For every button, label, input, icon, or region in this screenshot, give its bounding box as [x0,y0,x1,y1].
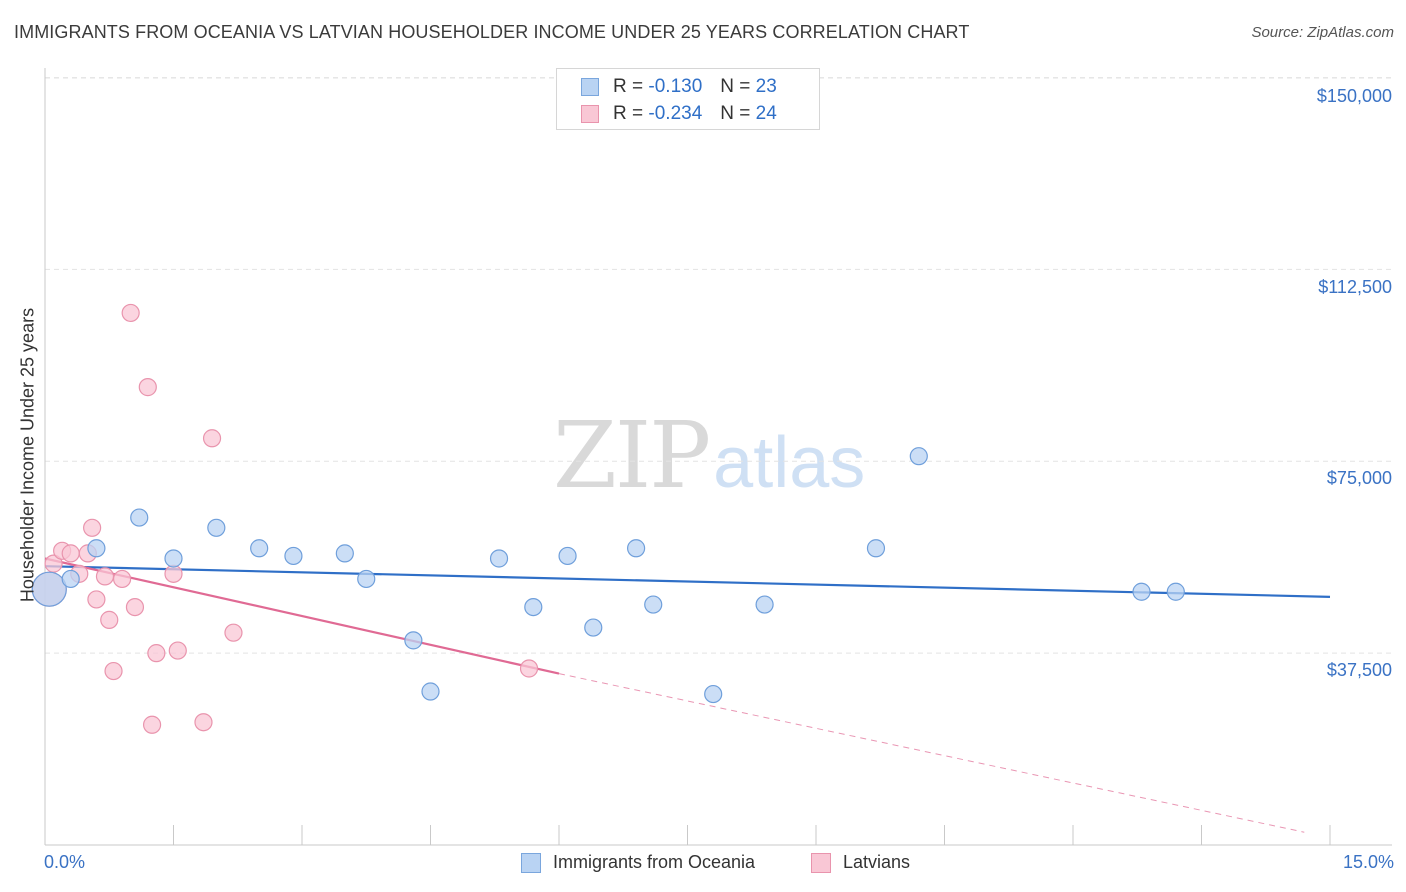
point-oceania [404,631,423,650]
point-oceania [704,684,723,704]
point-oceania [130,508,149,527]
point-oceania [584,618,603,637]
point-oceania [335,544,354,563]
point-latvians [164,564,183,583]
legend-n-label: N = [720,103,751,124]
legend-item-label: Immigrants from Oceania [553,852,756,872]
point-latvians [100,610,119,629]
y-tick-label: $112,500 [1318,277,1392,297]
legend-swatch-blue [521,852,541,873]
point-latvians [194,713,213,732]
source-label: Source: ZipAtlas.com [1251,24,1394,41]
chart-title: IMMIGRANTS FROM OCEANIA VS LATVIAN HOUSE… [14,22,970,42]
point-oceania [1166,582,1185,601]
y-tick-label: $75,000 [1326,468,1392,488]
point-latvians [202,429,222,448]
trend-line-oceania [44,565,1331,598]
watermark-zip: ZIP [553,402,711,509]
point-latvians [44,554,63,573]
watermark-atlas: atlas [713,423,866,503]
point-oceania [644,595,663,614]
legend-row-latvians: R = -0.234 N = 24 [581,102,777,126]
point-latvians [61,544,80,563]
y-tick-label: $150,000 [1316,86,1392,106]
point-oceania [207,518,226,537]
legend-r-value: -0.130 [648,76,703,97]
legend-r-label: R = [613,103,644,124]
point-latvians [104,661,123,681]
point-latvians [147,644,166,663]
trend-line-latvians-extrapolated [558,673,1305,833]
legend-swatch-pink [581,105,599,123]
legend-item-oceania: Immigrants from Oceania [521,852,755,873]
point-oceania [489,549,509,568]
y-tick-label: $37,500 [1326,660,1392,680]
legend-swatch-pink [811,852,831,873]
legend-r-label: R = [613,76,644,97]
series-legend: Immigrants from Oceania Latvians [0,852,1406,876]
point-latvians [142,715,162,734]
point-latvians [87,590,106,609]
stats-legend: R = -0.130 N = 23 R = -0.234 N = 24 [556,68,820,130]
point-latvians [121,303,140,323]
legend-n-label: N = [720,76,751,97]
point-oceania [250,539,269,558]
point-oceania [1132,582,1151,601]
point-oceania [284,546,303,566]
y-axis-label: Householder Income Under 25 years [17,307,38,603]
point-latvians [224,623,243,642]
point-latvians [125,597,145,617]
point-oceania [164,549,183,568]
point-oceania [61,569,80,589]
x-tick-label: 0.0% [44,852,86,872]
point-oceania [421,682,440,701]
legend-item-latvians: Latvians [811,852,910,873]
legend-n-value: 24 [755,103,777,124]
point-latvians [95,567,115,586]
point-oceania [31,571,67,607]
legend-n-value: 23 [755,76,777,97]
point-latvians [112,569,132,589]
legend-r-value: -0.234 [648,103,703,124]
point-oceania [357,569,376,589]
legend-row-oceania: R = -0.130 N = 23 [581,75,777,99]
zipatlas-watermark: ZIPatlas [553,402,865,509]
legend-swatch-blue [581,78,599,96]
point-oceania [626,539,646,558]
point-latvians [83,518,102,537]
x-tick-label: 15.0% [1342,852,1394,872]
point-oceania [524,597,543,617]
point-oceania [558,546,577,566]
point-oceania [87,539,106,558]
point-oceania [755,595,774,614]
point-oceania [909,447,928,466]
point-latvians [168,641,187,660]
point-oceania [866,539,886,558]
legend-item-label: Latvians [843,852,911,872]
point-latvians [138,378,157,397]
point-latvians [519,659,539,678]
